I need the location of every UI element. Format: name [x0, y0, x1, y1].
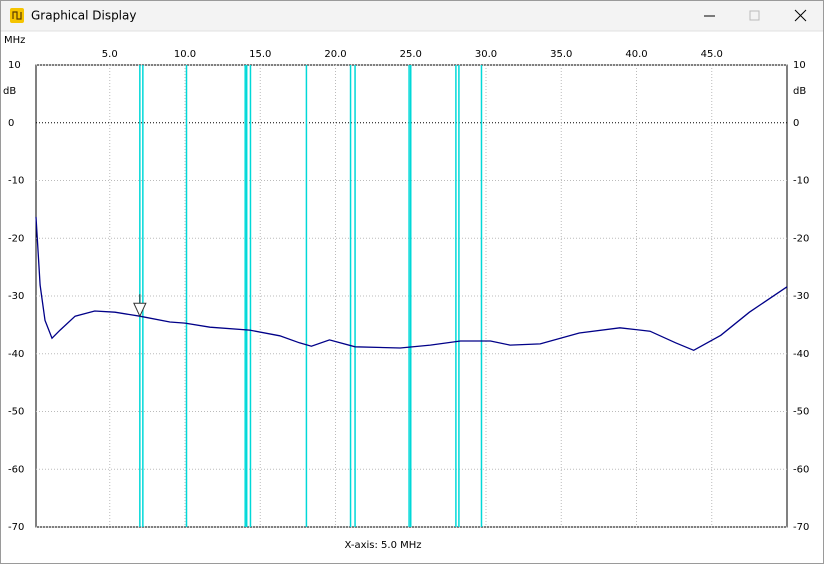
y-tick-label-left: 10: [8, 60, 21, 71]
x-axis-label: X-axis: 5.0 MHz: [344, 540, 421, 551]
y-tick-label-left: -50: [8, 407, 24, 418]
maximize-button[interactable]: [749, 10, 760, 21]
x-tick-label: 10.0: [174, 49, 196, 60]
x-unit: MHz: [4, 35, 25, 46]
y-tick-label-right: -10: [793, 176, 809, 187]
x-tick-label: 45.0: [701, 49, 723, 60]
x-tick-label: 30.0: [475, 49, 497, 60]
x-tick-label: 15.0: [249, 49, 271, 60]
x-tick-label: 40.0: [625, 49, 647, 60]
cursor-marker: [133, 294, 147, 318]
y-tick-label-right: -70: [793, 522, 809, 533]
y-tick-label-right: 10: [793, 60, 806, 71]
y-tick-label-right: -50: [793, 407, 809, 418]
window-title: Graphical Display: [31, 9, 136, 23]
close-button[interactable]: [794, 9, 807, 22]
y-tick-label-left: -40: [8, 349, 24, 360]
app-icon-glyph: [12, 11, 22, 20]
trace-line: [35, 216, 788, 352]
y-tick-label-right: -20: [793, 233, 809, 244]
y-tick-label-left: 0: [8, 118, 14, 129]
y-unit-left: dB: [3, 86, 16, 97]
y-tick-label-left: -30: [8, 291, 24, 302]
y-tick-label-left: -70: [8, 522, 24, 533]
y-tick-label-right: -40: [793, 349, 809, 360]
y-tick-label-right: -30: [793, 291, 809, 302]
x-tick-label: 25.0: [400, 49, 422, 60]
y-tick-label-left: -60: [8, 464, 24, 475]
x-tick-label: 5.0: [102, 49, 118, 60]
y-tick-label-left: -20: [8, 233, 24, 244]
y-tick-label-right: -60: [793, 464, 809, 475]
x-tick-label: 35.0: [550, 49, 572, 60]
x-tick-label: 20.0: [324, 49, 346, 60]
y-tick-label-left: -10: [8, 176, 24, 187]
y-tick-label-right: 0: [793, 118, 799, 129]
title-bar: [1, 1, 823, 31]
y-unit-right: dB: [793, 86, 806, 97]
